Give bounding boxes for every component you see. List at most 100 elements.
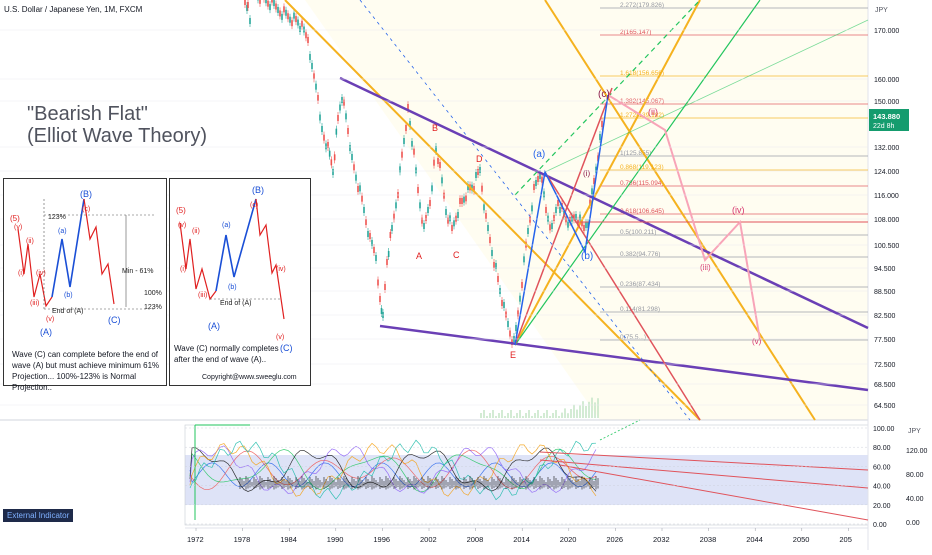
inset1-label-iii: (iii) (30, 300, 39, 307)
volume-bar (570, 409, 572, 418)
price-tick-label: 170.000 (874, 28, 899, 35)
volume-bar (498, 413, 500, 418)
volume-bar (573, 405, 575, 418)
time-tick-label: 1990 (327, 535, 344, 544)
fib-level-label: 0.236(87.434) (620, 281, 660, 288)
candle-body (351, 154, 353, 160)
indicator-left-tick: 60.00 (873, 464, 891, 471)
time-tick-label: 1978 (234, 535, 251, 544)
indicator-band (185, 455, 868, 505)
candle-body (319, 115, 321, 121)
volume-bar (528, 410, 530, 418)
indicator-right-tick: 120.00 (906, 448, 928, 455)
inset2-label-end_a: End of (A) (220, 300, 252, 307)
inset2-note-line1: Wave (C) normally completes (174, 343, 279, 354)
fib-level-label: 0.5(100.211) (620, 229, 656, 236)
candle-body (309, 54, 311, 60)
candle-body (585, 222, 587, 228)
inset2-label-w5: (5) (176, 206, 186, 215)
candle-body (519, 296, 521, 302)
candle-body (365, 219, 367, 225)
price-tick-label: 68.500 (874, 382, 896, 389)
price-tick-label: 124.000 (874, 169, 899, 176)
inset2-note: Wave (C) normally completes after the en… (174, 343, 279, 365)
time-tick-label: 2050 (793, 535, 810, 544)
price-tick-label: 82.500 (874, 313, 896, 320)
inset2-label-v2: (v) (276, 334, 284, 341)
inset1-note-line3: Projection... 100%-123% is Normal Projec… (12, 371, 166, 393)
candle-body (441, 177, 443, 183)
wave-label-E: E (510, 350, 516, 360)
candle-body (413, 149, 415, 155)
inset1-label-B: (B) (80, 189, 92, 199)
inset2-label-i: (i) (180, 266, 186, 273)
price-tick-label: 150.000 (874, 99, 899, 106)
candle-body (483, 204, 485, 210)
candle-body (355, 175, 357, 181)
candle-body (477, 169, 479, 175)
time-tick-label: 1984 (280, 535, 297, 544)
wave-label-B: B (432, 123, 438, 133)
inset1-label-ii: (ii) (26, 238, 34, 245)
candle-body (329, 151, 331, 157)
candle-body (361, 196, 363, 202)
price-tick-label: 160.000 (874, 77, 899, 84)
candle-body (349, 145, 351, 151)
volume-bar (582, 401, 584, 418)
candle-body (244, 0, 246, 5)
inset2-label-iii: (iii) (198, 292, 207, 299)
time-tick-label: 2002 (420, 535, 437, 544)
candle-body (415, 167, 417, 173)
candle-body (289, 17, 291, 23)
time-tick-label: 2032 (653, 535, 670, 544)
volume-bar (531, 416, 533, 418)
price-axis-unit: JPY (875, 7, 888, 14)
fib-level-label: 2.272(179.826) (620, 2, 664, 9)
fib-level-label: 0.382(94.776) (620, 251, 660, 258)
wave-label-iv: (iv) (732, 205, 745, 215)
candle-body (325, 143, 327, 149)
candle-body (549, 224, 551, 230)
candle-body (347, 128, 349, 134)
candle-body (275, 4, 277, 10)
candle-body (287, 13, 289, 19)
volume-bar (591, 398, 593, 418)
candle-body (353, 164, 355, 170)
volume-bar (549, 416, 551, 418)
inset1-label-b: (b) (64, 292, 73, 299)
inset1-label-i: (i) (18, 270, 24, 277)
candle-body (427, 207, 429, 213)
volume-bar (585, 406, 587, 418)
candle-body (547, 216, 549, 222)
candle-body (521, 282, 523, 288)
time-tick-label: 2008 (467, 535, 484, 544)
candle-body (431, 185, 433, 191)
candle-body (331, 159, 333, 165)
candle-body (305, 32, 307, 38)
candle-body (297, 20, 299, 26)
candle-body (429, 200, 431, 206)
candle-body (249, 18, 251, 24)
indicator-right-tick: 80.00 (906, 472, 924, 479)
volume-bar (534, 413, 536, 418)
volume-bar (480, 413, 482, 418)
wave-label-c: (c) (598, 89, 610, 100)
volume-bar (525, 413, 527, 418)
candle-body (567, 222, 569, 228)
fib-level-label: 1.382(145.067) (620, 98, 664, 105)
candle-body (336, 129, 338, 135)
chart-title-line2: (Elliot Wave Theory) (27, 125, 207, 147)
volume-bar (486, 416, 488, 418)
candle-body (463, 197, 465, 203)
wave-label-D: D (476, 154, 483, 164)
external-indicator-label[interactable]: External Indicator (3, 509, 73, 522)
volume-bar (504, 416, 506, 418)
candle-body (551, 223, 553, 229)
inset2-note-line2: after the end of wave (A).. (174, 354, 279, 365)
candle-body (583, 225, 585, 231)
candle-body (339, 105, 341, 111)
candle-body (501, 300, 503, 306)
candle-body (479, 167, 481, 173)
volume-bar (489, 413, 491, 418)
indicator-left-tick: 80.00 (873, 445, 891, 452)
